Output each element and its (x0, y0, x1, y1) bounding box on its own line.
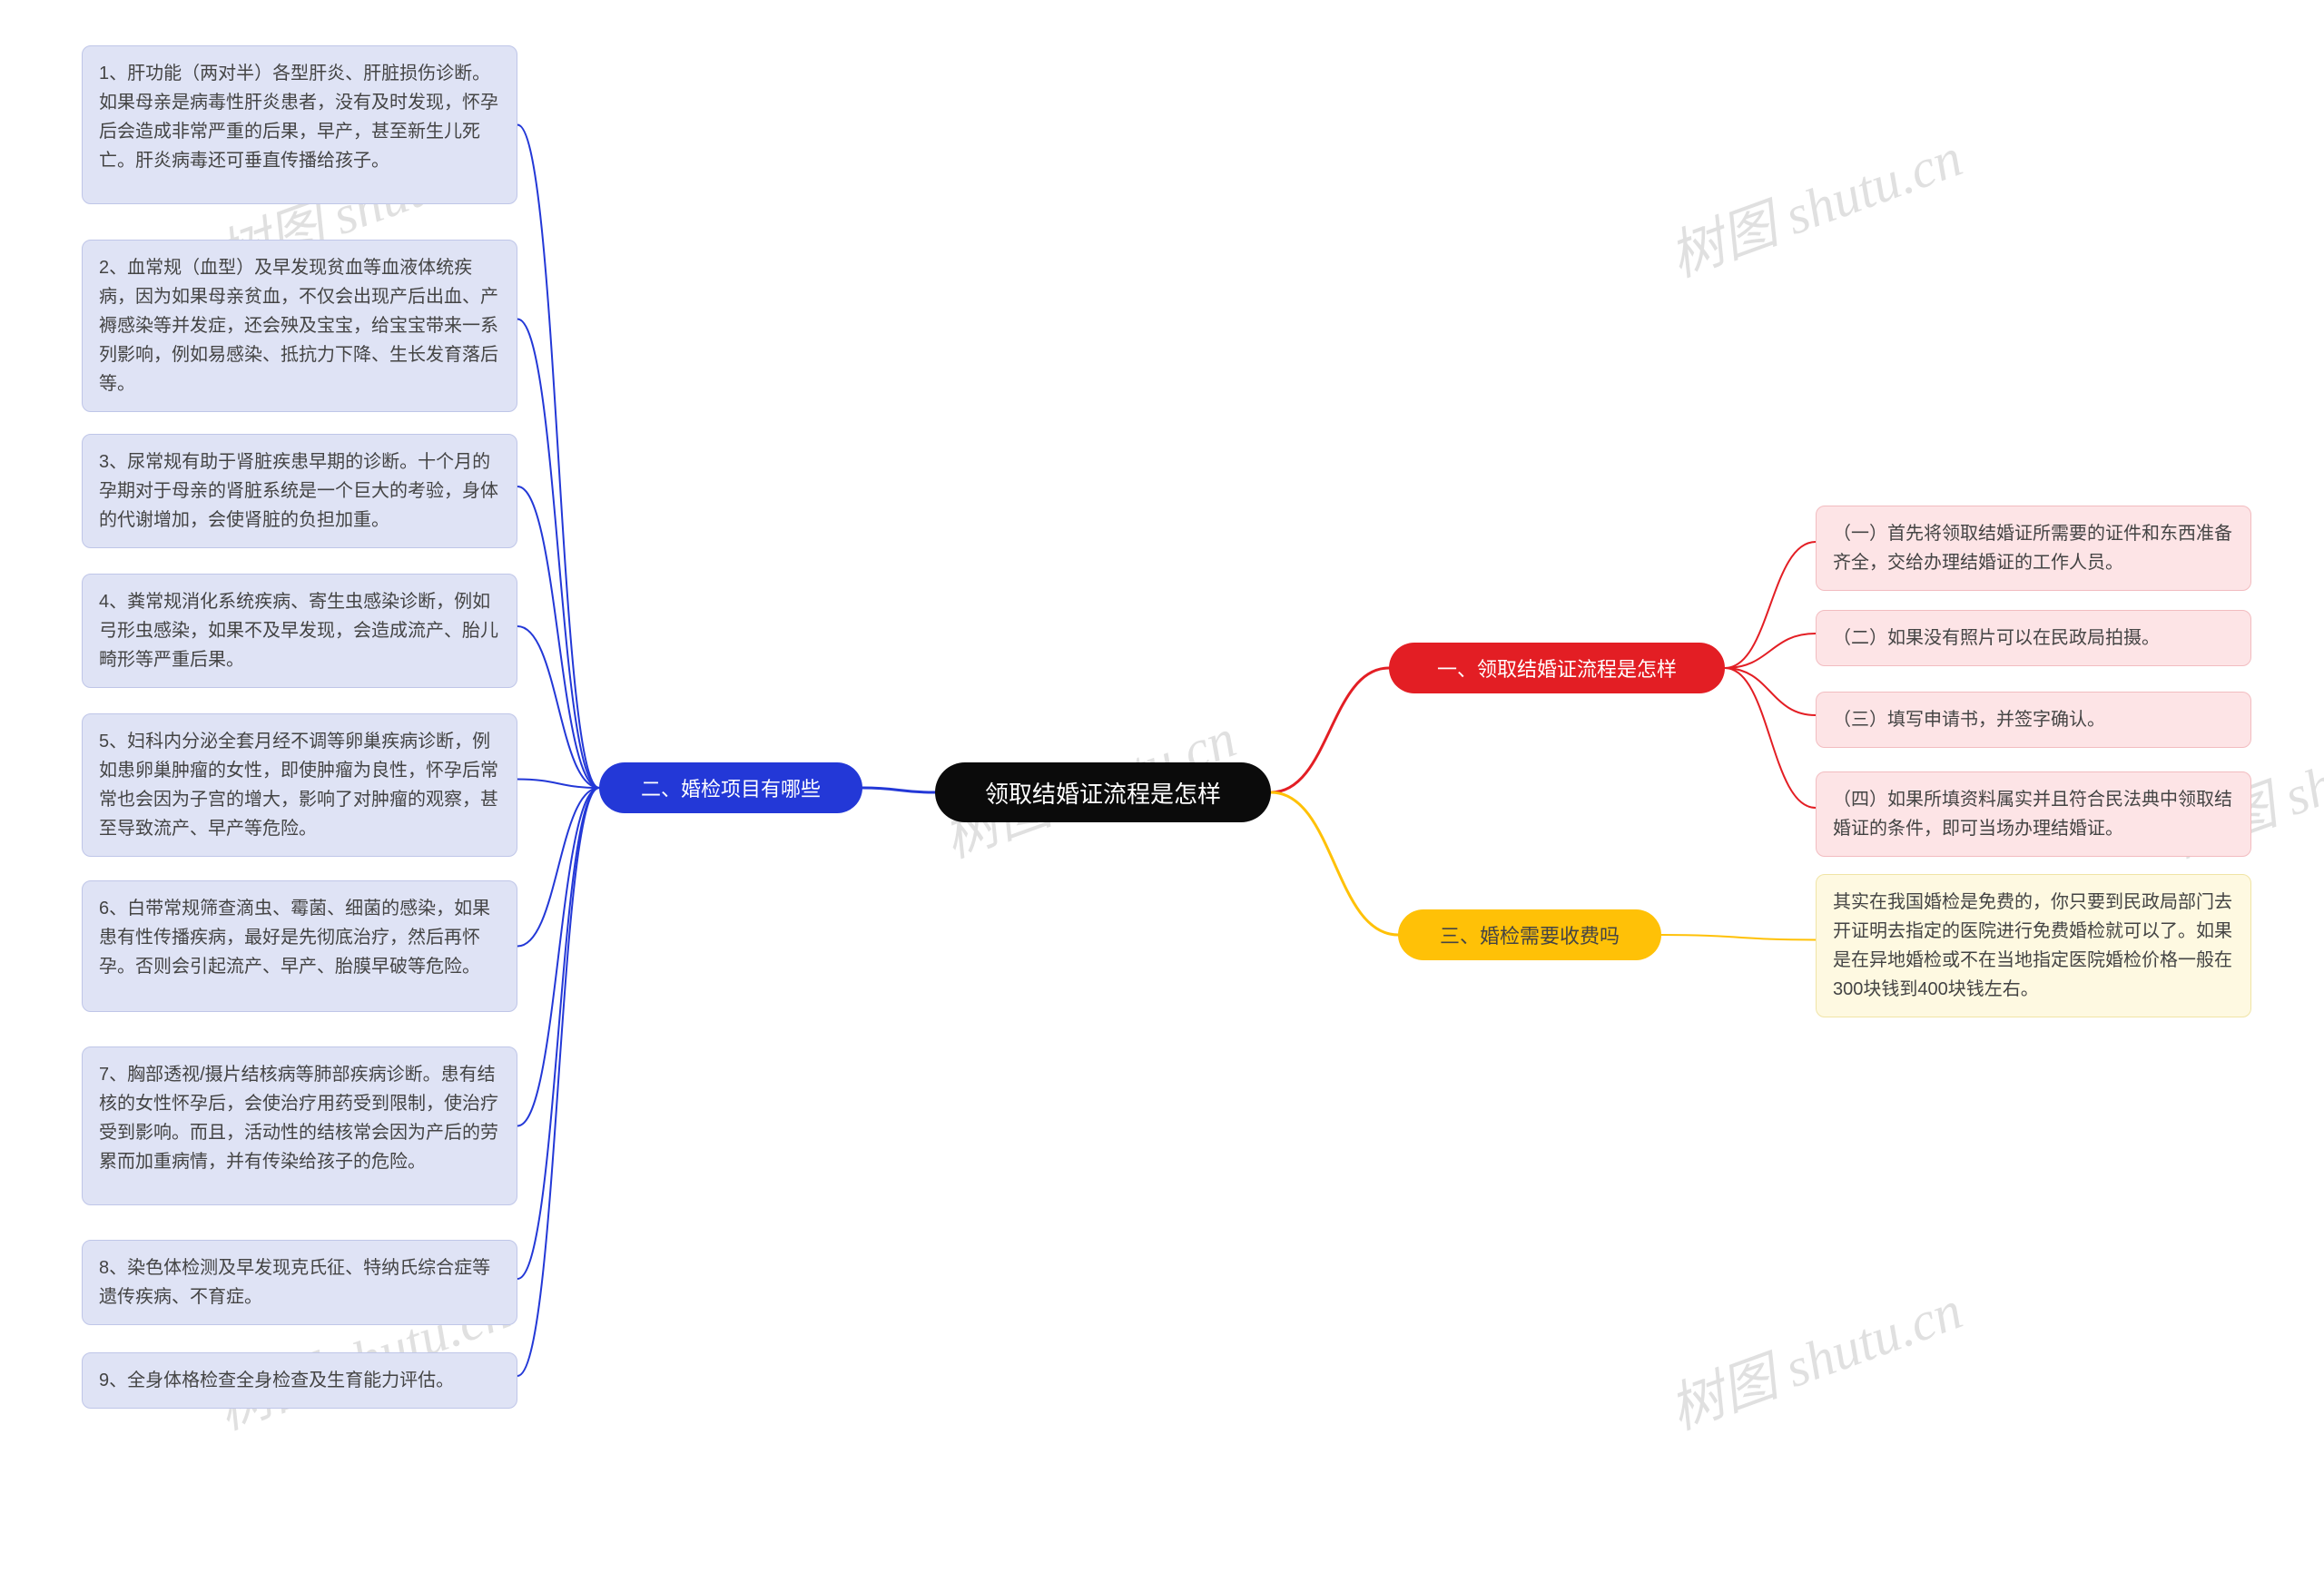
leaf-node[interactable]: 其实在我国婚检是免费的，你只要到民政局部门去开证明去指定的医院进行免费婚检就可以… (1816, 874, 2251, 1017)
leaf-node[interactable]: （一）首先将领取结婚证所需要的证件和东西准备齐全，交给办理结婚证的工作人员。 (1816, 506, 2251, 591)
leaf-node[interactable]: 8、染色体检测及早发现克氏征、特纳氏综合症等遗传疾病、不育症。 (82, 1240, 517, 1325)
leaf-node[interactable]: 3、尿常规有助于肾脏疾患早期的诊断。十个月的孕期对于母亲的肾脏系统是一个巨大的考… (82, 434, 517, 548)
leaf-node[interactable]: 6、白带常规筛查滴虫、霉菌、细菌的感染，如果患有性传播疾病，最好是先彻底治疗，然… (82, 880, 517, 1012)
leaf-node[interactable]: 9、全身体格检查全身检查及生育能力评估。 (82, 1352, 517, 1409)
watermark: 树图 shutu.cn (1657, 113, 1971, 292)
leaf-node[interactable]: 1、肝功能（两对半）各型肝炎、肝脏损伤诊断。如果母亲是病毒性肝炎患者，没有及时发… (82, 45, 517, 204)
branch-node[interactable]: 二、婚检项目有哪些 (599, 762, 862, 813)
leaf-node[interactable]: 4、粪常规消化系统疾病、寄生虫感染诊断，例如弓形虫感染，如果不及早发现，会造成流… (82, 574, 517, 688)
leaf-node[interactable]: 5、妇科内分泌全套月经不调等卵巢疾病诊断，例如患卵巢肿瘤的女性，即使肿瘤为良性，… (82, 713, 517, 857)
leaf-node[interactable]: （四）如果所填资料属实并且符合民法典中领取结婚证的条件，即可当场办理结婚证。 (1816, 771, 2251, 857)
branch-node[interactable]: 三、婚检需要收费吗 (1398, 909, 1661, 960)
leaf-node[interactable]: 7、胸部透视/摄片结核病等肺部疾病诊断。患有结核的女性怀孕后，会使治疗用药受到限… (82, 1046, 517, 1205)
mindmap-canvas: 树图 shutu.cn树图 shutu.cn树图 shutu.cn树图 shut… (0, 0, 2324, 1572)
leaf-node[interactable]: 2、血常规（血型）及早发现贫血等血液体统疾病，因为如果母亲贫血，不仅会出现产后出… (82, 240, 517, 412)
leaf-node[interactable]: （三）填写申请书，并签字确认。 (1816, 692, 2251, 748)
root-node[interactable]: 领取结婚证流程是怎样 (935, 762, 1271, 822)
leaf-node[interactable]: （二）如果没有照片可以在民政局拍摄。 (1816, 610, 2251, 666)
watermark: 树图 shutu.cn (1657, 1266, 1971, 1445)
branch-node[interactable]: 一、领取结婚证流程是怎样 (1389, 643, 1725, 693)
